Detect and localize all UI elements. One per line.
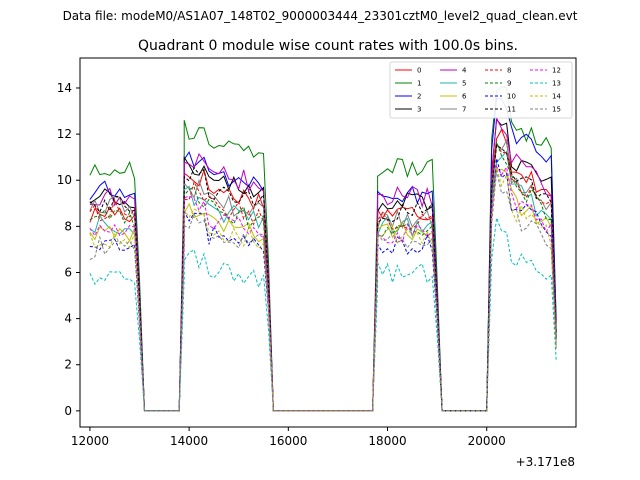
legend-label-15: 15 bbox=[552, 106, 561, 114]
plot-frame bbox=[79, 57, 577, 428]
x-tick-label: 16000 bbox=[269, 434, 307, 448]
legend-label-9: 9 bbox=[507, 80, 511, 88]
y-tick-label: 8 bbox=[64, 219, 72, 233]
legend-label-1: 1 bbox=[417, 80, 421, 88]
y-tick-label: 6 bbox=[64, 265, 72, 279]
y-tick-label: 12 bbox=[57, 127, 72, 141]
y-tick-label: 0 bbox=[64, 404, 72, 418]
series-layer bbox=[89, 86, 557, 412]
legend-label-0: 0 bbox=[417, 67, 421, 75]
x-tick-label: 18000 bbox=[368, 434, 406, 448]
legend-label-12: 12 bbox=[552, 67, 561, 75]
legend-label-14: 14 bbox=[552, 93, 561, 101]
legend-label-10: 10 bbox=[507, 93, 516, 101]
x-tick-label: 20000 bbox=[468, 434, 506, 448]
legend-label-4: 4 bbox=[462, 67, 467, 75]
legend-label-5: 5 bbox=[462, 80, 466, 88]
y-tick-label: 10 bbox=[57, 173, 72, 187]
legend-label-8: 8 bbox=[507, 67, 511, 75]
y-tick-label: 14 bbox=[57, 81, 72, 95]
x-tick-label: 14000 bbox=[170, 434, 208, 448]
legend-label-13: 13 bbox=[552, 80, 561, 88]
legend-label-3: 3 bbox=[417, 106, 421, 114]
legend-label-2: 2 bbox=[417, 93, 421, 101]
series-line-15 bbox=[89, 170, 557, 412]
chart-title: Quadrant 0 module wise count rates with … bbox=[138, 38, 518, 54]
legend-label-11: 11 bbox=[507, 106, 516, 114]
legend-label-7: 7 bbox=[462, 106, 466, 114]
legend-label-6: 6 bbox=[462, 93, 467, 101]
y-tick-label: 4 bbox=[64, 312, 72, 326]
y-tick-label: 2 bbox=[64, 358, 72, 372]
x-offset-label: +3.171e8 bbox=[516, 455, 575, 469]
figure-suptitle: Data file: modeM0/AS1A07_148T02_90000034… bbox=[63, 9, 578, 23]
x-tick-label: 12000 bbox=[71, 434, 109, 448]
legend-box bbox=[389, 61, 573, 119]
